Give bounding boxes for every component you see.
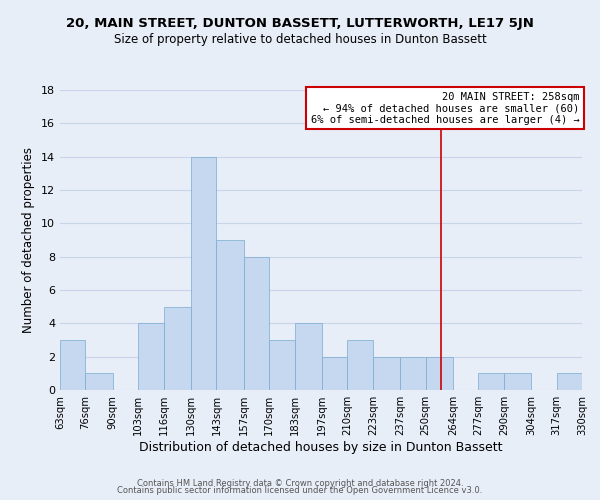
Text: Size of property relative to detached houses in Dunton Bassett: Size of property relative to detached ho…	[113, 32, 487, 46]
X-axis label: Distribution of detached houses by size in Dunton Bassett: Distribution of detached houses by size …	[139, 441, 503, 454]
Bar	[60, 340, 85, 390]
Bar	[322, 356, 347, 390]
Text: 20, MAIN STREET, DUNTON BASSETT, LUTTERWORTH, LE17 5JN: 20, MAIN STREET, DUNTON BASSETT, LUTTERW…	[66, 18, 534, 30]
Bar	[347, 340, 373, 390]
Bar	[269, 340, 295, 390]
Bar	[504, 374, 531, 390]
Bar	[425, 356, 453, 390]
Bar	[138, 324, 164, 390]
Bar	[85, 374, 113, 390]
Bar	[295, 324, 322, 390]
Y-axis label: Number of detached properties: Number of detached properties	[22, 147, 35, 333]
Bar	[191, 156, 217, 390]
Text: Contains HM Land Registry data © Crown copyright and database right 2024.: Contains HM Land Registry data © Crown c…	[137, 478, 463, 488]
Bar	[244, 256, 269, 390]
Bar	[164, 306, 191, 390]
Text: 20 MAIN STREET: 258sqm
← 94% of detached houses are smaller (60)
6% of semi-deta: 20 MAIN STREET: 258sqm ← 94% of detached…	[311, 92, 580, 124]
Bar	[557, 374, 582, 390]
Text: Contains public sector information licensed under the Open Government Licence v3: Contains public sector information licen…	[118, 486, 482, 495]
Bar	[400, 356, 425, 390]
Bar	[217, 240, 244, 390]
Bar	[478, 374, 504, 390]
Bar	[373, 356, 400, 390]
